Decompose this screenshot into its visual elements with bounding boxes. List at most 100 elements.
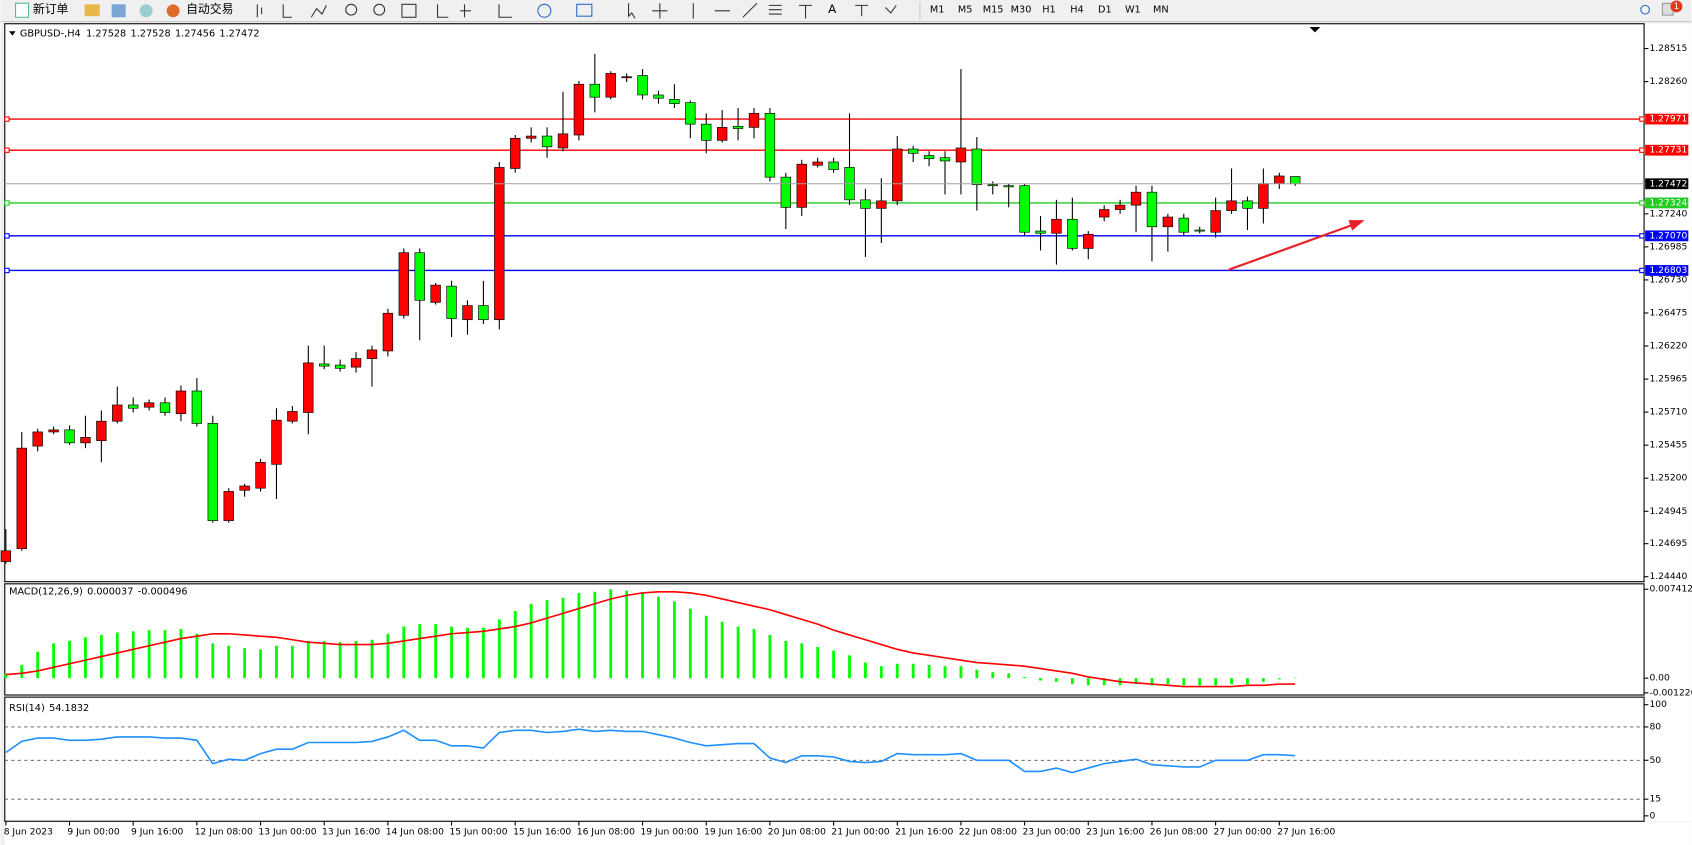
candle-body <box>796 163 807 208</box>
icon[interactable] <box>84 4 100 17</box>
candle-body <box>525 135 537 139</box>
candle-body <box>159 402 171 413</box>
candle-body <box>1035 230 1046 234</box>
icon <box>15 2 30 18</box>
icon <box>628 2 897 19</box>
icon[interactable] <box>139 4 153 18</box>
candle-body <box>143 402 155 408</box>
auto-trading-label: 自动交易 <box>186 2 233 16</box>
symbol: GBPUSD-,H4 <box>20 28 81 39</box>
x-tick-label: 9 Jun 00:00 <box>67 827 120 838</box>
signal-line <box>5 590 1296 688</box>
icon <box>166 4 180 18</box>
y-tick-label: 1.25710 <box>1649 407 1687 418</box>
level-handle <box>4 200 10 206</box>
arrow-line <box>1228 223 1355 271</box>
level-tag <box>1645 113 1689 125</box>
x-tick-label: 19 Jun 16:00 <box>704 827 762 838</box>
collapse-icon <box>9 31 16 36</box>
plot: 1.27971 1.27731 1.27324 1.27070 1.26803 8 Jun… <box>0 43 1692 838</box>
notification-badge[interactable] <box>1670 0 1683 13</box>
y-tick-label: 100 <box>1649 699 1667 710</box>
candle-body <box>366 349 378 359</box>
x-tick-label: 20 Jun 08:00 <box>768 827 826 838</box>
timeframe-button[interactable]: D1 <box>1098 5 1112 16</box>
icon <box>345 3 358 16</box>
auto-trading-button[interactable]: 自动交易 <box>166 2 234 18</box>
candle-body <box>1003 185 1014 188</box>
x-tick-label: 13 Jun 16:00 <box>322 827 380 838</box>
timeframe-button[interactable]: MN <box>1153 5 1169 16</box>
indicator-name: RSI(14) <box>9 703 45 714</box>
candle-body <box>1099 209 1110 218</box>
candle-body <box>1178 217 1189 233</box>
y-tick-label: 1.26475 <box>1649 307 1687 318</box>
candle-body <box>1019 185 1030 233</box>
candle-body <box>303 362 314 413</box>
candle-body <box>1290 176 1301 185</box>
level-handle <box>1639 233 1645 239</box>
candle-body <box>573 83 585 136</box>
candle-body <box>510 137 521 169</box>
candle-body <box>175 390 187 414</box>
candle-body <box>605 73 616 98</box>
y-tick-label: 1.27240 <box>1649 208 1687 219</box>
y-tick-label: 50 <box>1649 755 1661 766</box>
timeframe-button[interactable]: H4 <box>1070 5 1083 16</box>
candle-body <box>48 429 59 433</box>
y-tick-label: 1.25965 <box>1649 374 1687 385</box>
rsi-header: RSI(14) 54.1832 <box>9 703 89 714</box>
candle-body <box>80 437 91 444</box>
candle-body <box>96 420 107 441</box>
timeframe-button[interactable]: M30 <box>1011 5 1032 16</box>
level-label: 1.27731 <box>1649 145 1687 156</box>
rsi-value: 54.1832 <box>49 703 89 714</box>
y-tick-label: 1.24945 <box>1649 506 1687 517</box>
last-price-tag <box>1645 178 1689 190</box>
candle-body <box>669 99 680 104</box>
search-icon[interactable] <box>1640 4 1650 15</box>
candle-body <box>589 83 601 98</box>
candle-body <box>207 423 218 521</box>
candle-body <box>112 404 123 422</box>
macd-panel <box>4 583 1645 696</box>
signal-value: -0.000496 <box>138 586 188 597</box>
candle-body <box>1146 191 1158 228</box>
timeframe-button[interactable]: M15 <box>983 5 1004 16</box>
macd-header: MACD(12,26,9) 0.000037 -0.000496 <box>9 586 187 597</box>
new-order-label: 新订单 <box>33 2 69 16</box>
level-label: 1.27971 <box>1649 114 1687 125</box>
level-tag <box>1645 230 1689 242</box>
last-price-label: 1.27472 <box>1649 178 1687 189</box>
timeframe-button[interactable]: M1 <box>930 5 945 16</box>
candle-body <box>716 127 728 141</box>
arrow-head <box>1348 220 1365 231</box>
x-tick-label: 15 Jun 16:00 <box>513 827 571 838</box>
candle-body <box>1067 218 1078 249</box>
candle-body <box>1114 204 1126 210</box>
candle-body <box>621 76 632 79</box>
timeframe-button[interactable]: W1 <box>1125 5 1141 16</box>
icon <box>436 4 512 18</box>
text-tool[interactable]: A <box>828 2 837 16</box>
candle-body <box>780 176 792 208</box>
candle-body <box>971 148 983 185</box>
timeframe-button[interactable]: M5 <box>958 5 973 16</box>
x-tick-label: 27 Jun 00:00 <box>1213 827 1271 838</box>
y-tick-label: 1.25200 <box>1649 473 1687 484</box>
level-label: 1.26803 <box>1649 265 1687 276</box>
x-tick-label: 26 Jun 08:00 <box>1150 827 1208 838</box>
candle-body <box>319 363 330 367</box>
new-order-button[interactable]: 新订单 <box>15 2 69 18</box>
icon[interactable] <box>111 4 126 18</box>
candle-body <box>955 147 967 163</box>
x-tick-label: 15 Jun 00:00 <box>449 827 507 838</box>
timeframe-button[interactable]: H1 <box>1042 5 1055 16</box>
candle-body <box>541 135 553 148</box>
y-tick-label: 0.00 <box>1649 673 1670 684</box>
tool-icons[interactable] <box>256 2 897 19</box>
candle-body <box>191 390 203 424</box>
trend-arrow <box>1228 220 1365 271</box>
candle-body <box>1194 229 1205 232</box>
